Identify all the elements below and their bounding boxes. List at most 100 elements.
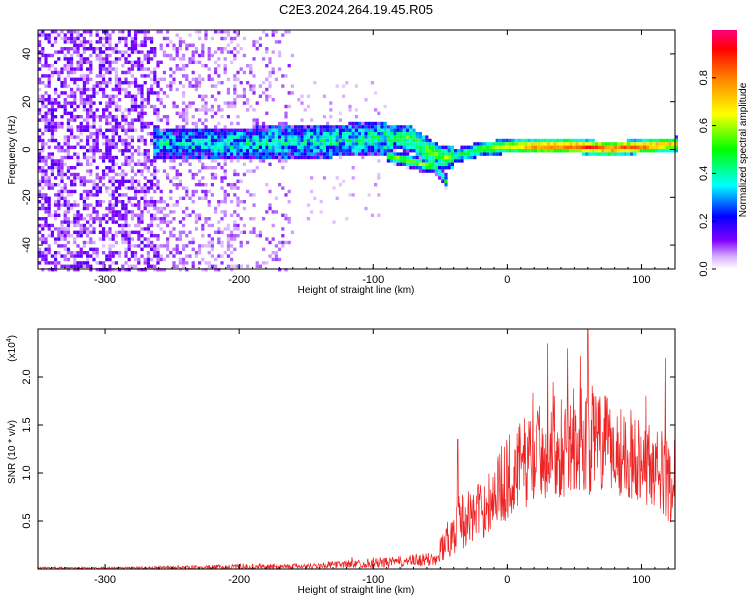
spectrogram-cell xyxy=(306,217,310,221)
spectrogram-cell xyxy=(303,138,307,143)
spectrogram-cell xyxy=(134,108,138,112)
spectrogram-cell xyxy=(172,77,176,81)
spectrogram-y-label: Frequency (Hz) xyxy=(7,116,18,185)
spectrogram-cell xyxy=(255,145,259,149)
spectrogram-cell xyxy=(130,183,134,187)
spectrogram-cell xyxy=(252,217,256,221)
spectrogram-cell xyxy=(175,111,179,115)
spectrogram-cell xyxy=(674,138,678,143)
spectrogram-cell xyxy=(604,149,608,153)
spectrogram-cell xyxy=(73,91,77,95)
spectrogram-cell xyxy=(185,138,189,143)
spectrogram-cell xyxy=(108,159,112,163)
spectrogram-cell xyxy=(60,189,64,194)
spectrogram-cell xyxy=(185,159,189,163)
spectrogram-cell xyxy=(249,70,253,75)
spectrogram-cell xyxy=(86,162,90,166)
spectrogram-cell xyxy=(550,145,554,149)
spectrogram-cell xyxy=(226,223,230,228)
spectrogram-cell xyxy=(486,149,490,153)
spectrogram-cell xyxy=(239,81,243,85)
spectrogram-cell xyxy=(345,125,349,129)
spectrogram-cell xyxy=(361,149,365,153)
spectrogram-cell xyxy=(57,203,61,207)
spectrogram-cell xyxy=(303,142,307,146)
spectrogram-cell xyxy=(220,135,224,139)
spectrogram-cell xyxy=(98,220,102,224)
spectrogram-cell xyxy=(444,186,448,190)
spectrogram-cell xyxy=(198,77,202,81)
spectrogram-cell xyxy=(271,50,275,54)
spectrogram-cell xyxy=(207,203,211,207)
spectrogram-cell xyxy=(566,142,570,146)
spectrogram-cell xyxy=(374,145,378,149)
spectrogram-cell xyxy=(601,149,605,153)
spectrogram-cell xyxy=(188,132,192,136)
spectrogram-cell xyxy=(466,155,470,160)
spectrogram-cell xyxy=(47,121,51,126)
spectrogram-cell xyxy=(92,101,96,105)
spectrogram-cell xyxy=(636,149,640,153)
spectrogram-cell xyxy=(44,118,48,122)
spectrogram-cell xyxy=(204,132,208,136)
spectrogram-cell xyxy=(156,234,160,238)
spectrogram-cell xyxy=(351,176,355,180)
spectrogram-cell xyxy=(102,213,106,217)
spectrogram-cell xyxy=(300,145,304,149)
spectrogram-cell xyxy=(271,30,275,34)
spectrogram-cell xyxy=(185,128,189,132)
spectrogram-cell xyxy=(105,60,109,64)
spectrogram-cell xyxy=(290,149,294,153)
spectrogram-cell xyxy=(76,172,80,177)
spectrogram-cell xyxy=(274,257,278,262)
spectrogram-cell xyxy=(118,57,122,61)
spectrogram-cell xyxy=(111,138,115,143)
spectrogram-cell xyxy=(159,149,163,153)
spectrogram-cell xyxy=(655,149,659,153)
spectrogram-cell xyxy=(130,237,134,241)
spectrogram-cell xyxy=(73,135,77,139)
spectrogram-cell xyxy=(271,237,275,241)
spectrogram-cell xyxy=(284,128,288,132)
spectrogram-cell xyxy=(127,67,131,71)
spectrogram-cell xyxy=(194,152,198,156)
spectrogram-cell xyxy=(70,254,74,258)
spectrogram-cell xyxy=(102,234,106,238)
spectrogram-cell xyxy=(214,145,218,149)
spectrogram-cell xyxy=(377,159,381,163)
spectrogram-cell xyxy=(271,251,275,255)
spectrogram-cell xyxy=(175,169,179,173)
spectrogram-cell xyxy=(278,142,282,146)
spectrogram-cell xyxy=(114,210,118,214)
spectrogram-cell xyxy=(124,132,128,136)
spectrogram-cell xyxy=(98,237,102,241)
spectrogram-cell xyxy=(284,213,288,217)
spectrogram-cell xyxy=(54,101,58,105)
spectrogram-cell xyxy=(82,227,86,231)
spectrogram-cell xyxy=(105,135,109,139)
spectrogram-cell xyxy=(47,84,51,88)
spectrogram-cell xyxy=(230,237,234,241)
spectrogram-cell xyxy=(223,30,227,34)
spectrogram-cell xyxy=(175,47,179,51)
spectrogram-cell xyxy=(425,166,429,170)
spectrogram-cell xyxy=(156,81,160,85)
spectrogram-cell xyxy=(338,183,342,187)
spectrogram-cell xyxy=(166,84,170,88)
spectrogram-cell xyxy=(300,138,304,143)
spectrogram-cell xyxy=(572,142,576,146)
spectrogram-cell xyxy=(246,189,250,194)
spectrogram-cell xyxy=(646,145,650,149)
spectrogram-cell xyxy=(146,57,150,61)
spectrogram-cell xyxy=(399,155,403,160)
spectrogram-cell xyxy=(473,152,477,156)
spectrogram-cell xyxy=(66,84,70,88)
spectrogram-cell xyxy=(130,254,134,258)
spectrogram-cell xyxy=(66,118,70,122)
spectrogram-cell xyxy=(284,104,288,109)
spectrogram-cell xyxy=(178,57,182,61)
spectrogram-cell xyxy=(66,36,70,41)
spectrogram-cell xyxy=(511,142,515,146)
spectrogram-cell xyxy=(63,247,67,251)
spectrogram-cell xyxy=(105,145,109,149)
